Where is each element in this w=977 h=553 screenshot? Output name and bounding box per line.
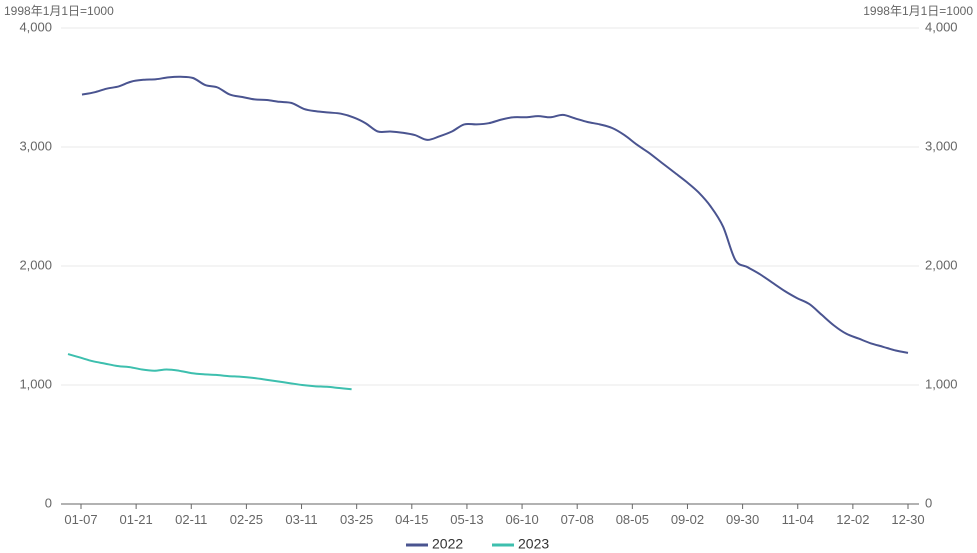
right-ytick-4000: 4,000: [925, 19, 958, 34]
xtick-label-01-21: 01-21: [120, 512, 153, 527]
xtick-label-02-25: 02-25: [230, 512, 263, 527]
gridlines: [61, 27, 919, 386]
legend-label-2022: 2022: [432, 536, 463, 552]
left-ytick-1000: 1,000: [19, 376, 52, 391]
xtick-label-12-02: 12-02: [836, 512, 869, 527]
left-unit-label: 1998年1月1日=1000: [4, 4, 114, 18]
legend: 2022 2023: [406, 536, 549, 552]
x-axis-ticks: 01-07 01-21 02-11 02-25 03-11 03-25 04-15 05-13…: [64, 504, 925, 527]
left-ytick-2000: 2,000: [19, 257, 52, 272]
right-ytick-1000: 1,000: [925, 376, 958, 391]
legend-item-2023[interactable]: 2023: [492, 536, 549, 552]
xtick-label-06-10: 06-10: [505, 512, 538, 527]
xtick-label-08-05: 08-05: [616, 512, 649, 527]
series-layer: [67, 75, 909, 391]
xtick-label-09-02: 09-02: [671, 512, 704, 527]
right-ytick-3000: 3,000: [925, 138, 958, 153]
xtick-label-07-08: 07-08: [561, 512, 594, 527]
series-line-2022: [81, 75, 909, 354]
xtick-label-03-11: 03-11: [285, 512, 317, 527]
left-ytick-3000: 3,000: [19, 138, 52, 153]
left-ytick-4000: 4,000: [19, 19, 52, 34]
xtick-label-12-30: 12-30: [891, 512, 924, 527]
right-ytick-2000: 2,000: [925, 257, 958, 272]
series-line-2023: [67, 353, 352, 391]
legend-label-2023: 2023: [518, 536, 549, 552]
xtick-label-04-15: 04-15: [395, 512, 428, 527]
legend-item-2022[interactable]: 2022: [406, 536, 463, 552]
left-y-axis: 0 1,000 2,000 3,000 4,000: [19, 19, 52, 510]
xtick-label-05-13: 05-13: [450, 512, 483, 527]
xtick-label-11-04: 11-04: [782, 512, 814, 527]
xtick-label-09-30: 09-30: [726, 512, 759, 527]
xtick-label-02-11: 02-11: [175, 512, 207, 527]
left-ytick-0: 0: [45, 495, 52, 510]
right-y-axis: 0 1,000 2,000 3,000 4,000: [925, 19, 958, 510]
xtick-label-03-25: 03-25: [340, 512, 373, 527]
xtick-label-01-07: 01-07: [64, 512, 97, 527]
right-ytick-0: 0: [925, 495, 932, 510]
right-unit-label: 1998年1月1日=1000: [863, 4, 973, 18]
